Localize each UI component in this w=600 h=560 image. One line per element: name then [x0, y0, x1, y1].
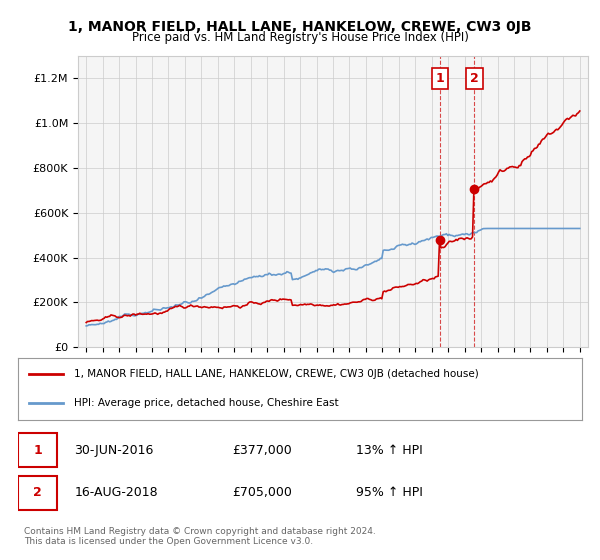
Text: 95% ↑ HPI: 95% ↑ HPI: [356, 486, 423, 499]
Text: 13% ↑ HPI: 13% ↑ HPI: [356, 444, 423, 456]
FancyBboxPatch shape: [18, 433, 58, 467]
Text: Contains HM Land Registry data © Crown copyright and database right 2024.
This d: Contains HM Land Registry data © Crown c…: [23, 526, 376, 546]
Text: 1: 1: [436, 72, 445, 85]
Text: 1, MANOR FIELD, HALL LANE, HANKELOW, CREWE, CW3 0JB (detached house): 1, MANOR FIELD, HALL LANE, HANKELOW, CRE…: [74, 369, 479, 379]
Text: 16-AUG-2018: 16-AUG-2018: [74, 486, 158, 499]
Text: Price paid vs. HM Land Registry's House Price Index (HPI): Price paid vs. HM Land Registry's House …: [131, 31, 469, 44]
Text: HPI: Average price, detached house, Cheshire East: HPI: Average price, detached house, Ches…: [74, 398, 339, 408]
Text: 1, MANOR FIELD, HALL LANE, HANKELOW, CREWE, CW3 0JB: 1, MANOR FIELD, HALL LANE, HANKELOW, CRE…: [68, 20, 532, 34]
Text: £705,000: £705,000: [232, 486, 292, 499]
Text: 2: 2: [470, 72, 479, 85]
Text: 30-JUN-2016: 30-JUN-2016: [74, 444, 154, 456]
Text: 2: 2: [34, 486, 42, 499]
Text: 1: 1: [34, 444, 42, 456]
FancyBboxPatch shape: [18, 475, 58, 510]
Text: £377,000: £377,000: [232, 444, 292, 456]
